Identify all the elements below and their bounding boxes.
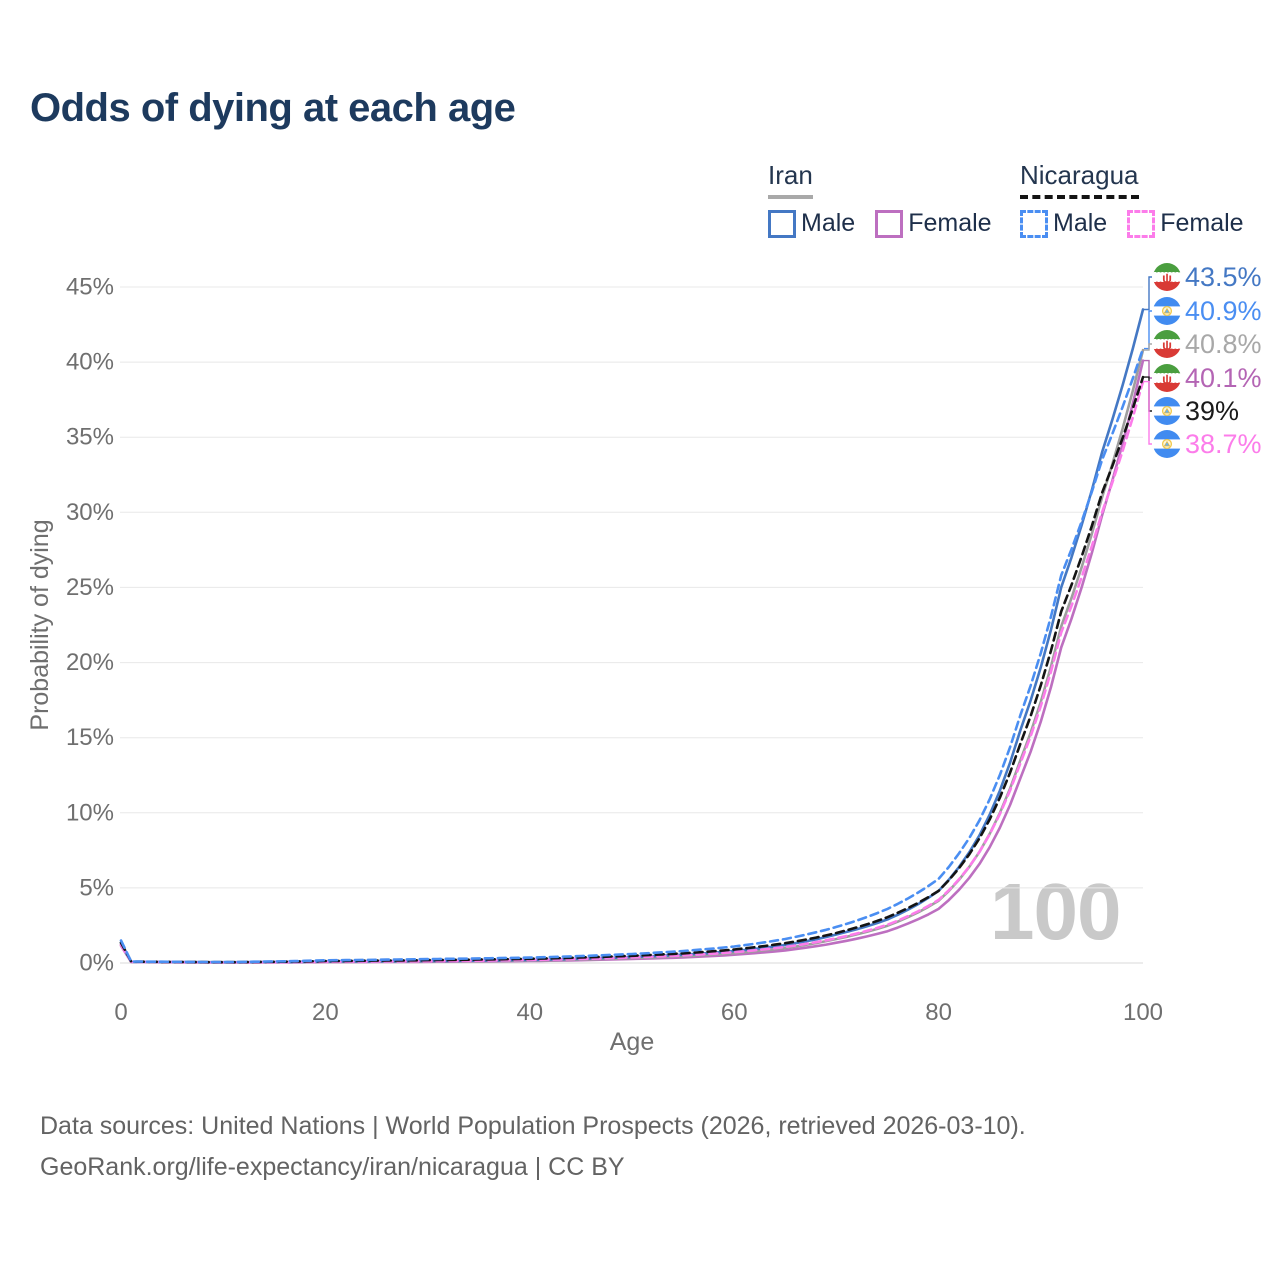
y-tick-label: 0% xyxy=(79,950,114,977)
series-line-nicaragua-both[interactable] xyxy=(119,375,1145,964)
x-tick-label: 60 xyxy=(721,999,748,1026)
y-tick-label: 20% xyxy=(66,649,114,676)
end-label-connector-iran-female xyxy=(1144,359,1152,379)
x-tick-label: 80 xyxy=(925,999,952,1026)
nicaragua-flag-blue-top xyxy=(1153,430,1181,440)
nicaragua-flag-icon xyxy=(1153,397,1181,425)
legend-group-name-iran: Iran xyxy=(768,160,813,199)
y-axis-title: Probability of dying xyxy=(26,519,54,730)
x-tick-label: 40 xyxy=(516,999,543,1026)
iran-flag-red-band xyxy=(1153,281,1181,291)
x-tick-label: 0 xyxy=(114,999,127,1026)
end-label-value-nicaragua-male: 40.9% xyxy=(1185,296,1262,326)
chart-title: Odds of dying at each age xyxy=(30,86,516,130)
end-label-connector-nicaragua-female xyxy=(1144,380,1152,445)
nicaragua-flag-icon xyxy=(1153,430,1181,458)
iran-flag-red-band xyxy=(1153,348,1181,358)
legend-group-nicaragua: Nicaragua Male Female xyxy=(1020,160,1244,238)
legend-swatch-nicaragua-female[interactable] xyxy=(1127,209,1156,238)
legend-group-name-nicaragua: Nicaragua xyxy=(1020,160,1139,199)
y-tick-label: 5% xyxy=(79,874,114,901)
y-tick-label: 30% xyxy=(66,499,114,526)
y-tick-label: 15% xyxy=(66,724,114,751)
iran-flag-red-band xyxy=(1153,382,1181,392)
end-label-connector-nicaragua-male xyxy=(1144,310,1152,350)
end-label-value-nicaragua-both: 39% xyxy=(1185,396,1239,426)
footer-attribution-line: GeoRank.org/life-expectancy/iran/nicarag… xyxy=(40,1153,625,1181)
x-tick-label: 20 xyxy=(312,999,339,1026)
nicaragua-flag-blue-bottom xyxy=(1153,415,1181,425)
end-label-value-nicaragua-female: 38.7% xyxy=(1185,429,1262,459)
iran-flag-icon: ψ xyxy=(1153,330,1181,358)
end-label-value-iran-both: 40.8% xyxy=(1185,329,1262,359)
legend-label-nicaragua-female: Female xyxy=(1160,209,1244,237)
series-line-nicaragua-female[interactable] xyxy=(119,380,1145,964)
x-tick-label: 100 xyxy=(1123,999,1163,1026)
legend-item-iran-male[interactable]: Male xyxy=(768,209,855,238)
age-watermark: 100 xyxy=(990,867,1121,956)
x-axis-title: Age xyxy=(610,1028,654,1056)
iran-flag-emblem: ψ xyxy=(1162,271,1172,286)
legend-swatch-iran-female[interactable] xyxy=(875,209,904,238)
series-line-iran-female[interactable] xyxy=(119,359,1145,964)
iran-flag-icon: ψ xyxy=(1153,364,1181,392)
legend-label-nicaragua-male: Male xyxy=(1053,209,1108,237)
legend-item-iran-female[interactable]: Female xyxy=(875,209,992,238)
y-tick-label: 45% xyxy=(66,274,114,301)
y-tick-label: 10% xyxy=(66,799,114,826)
nicaragua-flag-icon xyxy=(1153,297,1181,325)
iran-flag-icon: ψ xyxy=(1153,263,1181,291)
y-tick-label: 40% xyxy=(66,349,114,376)
nicaragua-flag-blue-bottom xyxy=(1153,315,1181,325)
end-label-connector-iran-both xyxy=(1144,343,1152,351)
nicaragua-flag-blue-top xyxy=(1153,397,1181,407)
legend-label-iran-male: Male xyxy=(801,209,856,237)
footer-datasource-line: Data sources: United Nations | World Pop… xyxy=(40,1112,1026,1140)
end-label-value-iran-male: 43.5% xyxy=(1185,262,1262,292)
legend-item-nicaragua-female[interactable]: Female xyxy=(1127,209,1244,238)
legend-group-iran: Iran Male Female xyxy=(768,160,992,238)
iran-flag-green-band xyxy=(1153,330,1181,340)
nicaragua-flag-blue-top xyxy=(1153,297,1181,307)
iran-flag-emblem: ψ xyxy=(1162,372,1172,387)
end-label-value-iran-female: 40.1% xyxy=(1185,363,1262,393)
iran-flag-green-band xyxy=(1153,263,1181,273)
series-line-iran-male[interactable] xyxy=(119,308,1145,964)
footer: Data sources: United Nations | World Pop… xyxy=(40,1106,1026,1188)
y-tick-label: 25% xyxy=(66,574,114,601)
y-tick-label: 35% xyxy=(66,424,114,451)
nicaragua-flag-emblem-triangle xyxy=(1163,307,1171,314)
nicaragua-flag-emblem-triangle xyxy=(1163,440,1171,447)
nicaragua-flag-emblem-triangle xyxy=(1163,407,1171,414)
series-line-iran-both[interactable] xyxy=(119,348,1145,964)
series-line-nicaragua-male[interactable] xyxy=(119,347,1145,964)
end-label-connector-iran-male xyxy=(1144,276,1152,311)
nicaragua-flag-blue-bottom xyxy=(1153,448,1181,458)
legend-swatch-iran-male[interactable] xyxy=(768,209,796,238)
iran-flag-green-band xyxy=(1153,364,1181,374)
iran-flag-emblem: ψ xyxy=(1162,338,1172,353)
legend-label-iran-female: Female xyxy=(908,209,992,237)
legend-item-nicaragua-male[interactable]: Male xyxy=(1020,209,1107,238)
legend-swatch-nicaragua-male[interactable] xyxy=(1020,209,1048,238)
